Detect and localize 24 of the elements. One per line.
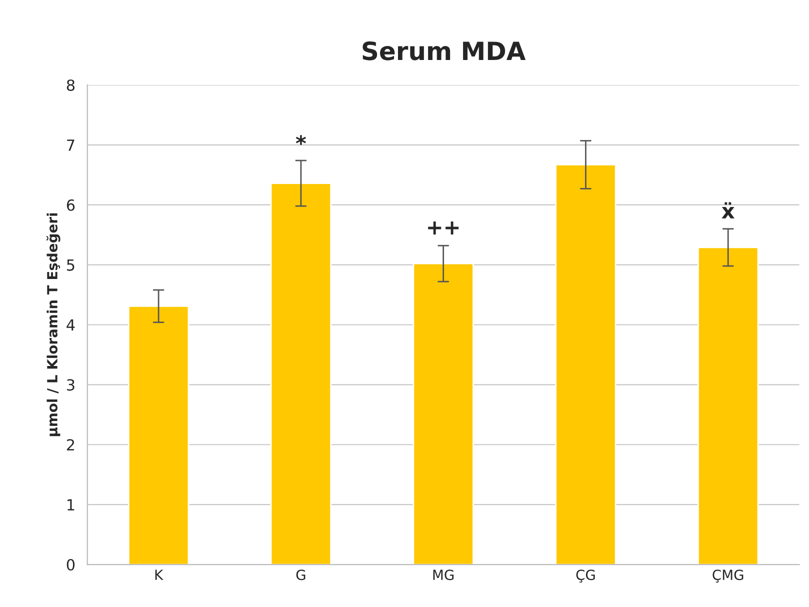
bar: [270, 182, 332, 565]
y-tick-label: 7: [67, 140, 74, 151]
x-tick-label: MG: [433, 570, 454, 580]
bar: [128, 305, 190, 565]
x-tick-label: K: [155, 570, 164, 580]
y-tick-label: 2: [66, 439, 74, 450]
annotation: *: [296, 135, 306, 145]
chart-title: Serum MDA: [362, 41, 526, 60]
y-tick-label: 4: [66, 319, 75, 331]
x-tick-label: ÇG: [576, 570, 595, 583]
x-tick-label: ÇMG: [712, 570, 744, 583]
y-tick-label: 1: [68, 499, 74, 510]
annotation: ++: [428, 221, 459, 235]
y-tick-label: 3: [67, 379, 74, 391]
x-tick-label: G: [296, 570, 306, 580]
y-axis-title: µmol / L Kloramin T Eşdeğeri: [46, 213, 60, 436]
bar: [698, 246, 759, 565]
y-tick-label: 8: [66, 79, 75, 91]
annotation: ẍ: [722, 202, 735, 218]
y-tick-label: 6: [66, 199, 75, 211]
bar: [555, 164, 616, 565]
bar: [412, 262, 474, 565]
y-tick-label: 5: [67, 259, 74, 271]
y-tick-label: 0: [66, 558, 75, 571]
